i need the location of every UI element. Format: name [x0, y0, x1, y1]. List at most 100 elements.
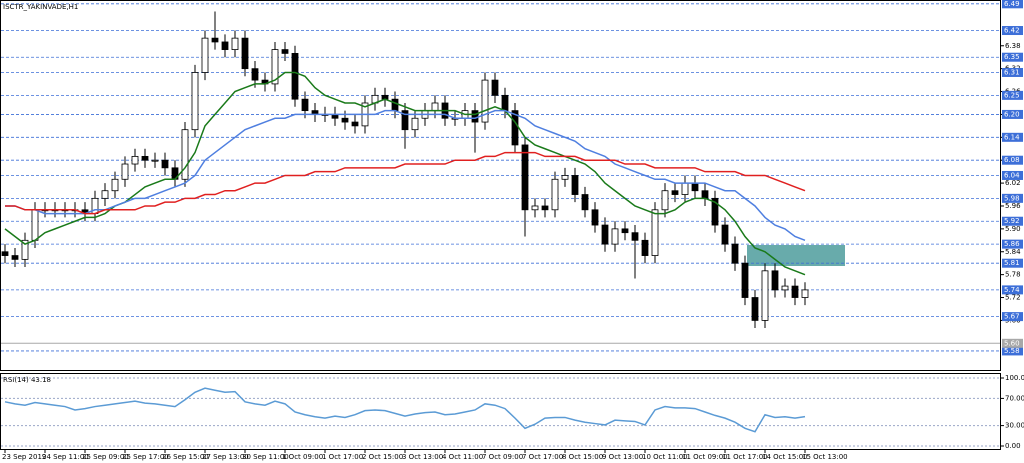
indicator-line: [5, 109, 806, 242]
candle-body: [351, 121, 359, 127]
y-tick-label: 5.72: [1005, 294, 1021, 302]
x-tick-label: 23 Sep 2019: [2, 453, 46, 461]
x-tick-label: 7 Oct 09:00: [482, 453, 523, 461]
rsi-panel-frame: [0, 373, 1001, 450]
x-tick-label: 11 Oct 17:00: [722, 453, 768, 461]
level-label: 6.04: [1004, 171, 1020, 179]
y-tick-label: 70.00: [1005, 394, 1024, 402]
x-tick-label: 25 Sep 17:00: [122, 453, 169, 461]
x-tick-label: 1 Oct 09:00: [282, 453, 323, 461]
candle-body: [651, 209, 659, 256]
candle-body: [291, 53, 299, 100]
level-tag: [1002, 109, 1023, 119]
candle-body: [531, 205, 539, 211]
x-tick-label: 4 Oct 11:00: [442, 453, 483, 461]
x-tick-label: 24 Sep 11:00: [42, 453, 89, 461]
candle-body: [751, 297, 759, 321]
level-tag: [1002, 0, 1023, 9]
candle-body: [31, 209, 39, 241]
candle-body: [641, 239, 649, 256]
level-tag: [1002, 155, 1023, 165]
candle-body: [711, 197, 719, 226]
candle-body: [121, 163, 129, 180]
level-tag: [1002, 193, 1023, 203]
indicator-line: [4, 387, 806, 433]
candle-body: [761, 270, 769, 321]
candle-body: [701, 190, 709, 199]
level-tag: [1002, 26, 1023, 36]
x-tick-label: 25 Sep 09:00: [82, 453, 129, 461]
y-tick-label: 0.00: [1005, 442, 1021, 450]
x-tick-label: 26 Sep 15:00: [162, 453, 209, 461]
x-tick-label: 27 Sep 13:00: [202, 453, 249, 461]
candle-body: [741, 262, 749, 298]
candle-body: [101, 190, 109, 199]
indicator-line: [4, 71, 806, 276]
x-tick-label: 10 Oct 11:00: [642, 453, 688, 461]
x-tick-label: 3 Oct 13:00: [402, 453, 443, 461]
candle-body: [771, 270, 779, 291]
candle-body: [431, 102, 439, 112]
candle-body: [181, 129, 189, 180]
candle-body: [211, 37, 219, 43]
y-tick-label: 100.00: [1005, 374, 1024, 382]
candle-body: [681, 182, 689, 195]
candle-body: [471, 110, 479, 123]
level-tag: [1002, 216, 1023, 226]
candle-body: [791, 285, 799, 298]
level-label: 6.20: [1004, 110, 1020, 118]
marker-tag: [1002, 338, 1023, 348]
level-label: 6.08: [1004, 156, 1020, 164]
candle-body: [561, 175, 569, 180]
candle-body: [501, 94, 509, 112]
candle-body: [781, 285, 789, 291]
x-tick-label: 9 Oct 13:00: [602, 453, 643, 461]
indicator-line: [5, 151, 806, 215]
x-tick-label: 7 Oct 17:00: [522, 453, 563, 461]
level-tag: [1002, 52, 1023, 62]
x-tick-label: 30 Sep 11:00: [242, 453, 289, 461]
level-label: 6.14: [1004, 133, 1020, 141]
candle-body: [151, 159, 159, 162]
candle-body: [141, 155, 149, 161]
candle-body: [601, 224, 609, 245]
level-label: 6.42: [1004, 27, 1020, 35]
level-label: 5.74: [1004, 286, 1020, 294]
level-tag: [1002, 258, 1023, 268]
candle-body: [301, 98, 309, 112]
level-tag: [1002, 312, 1023, 322]
candle-body: [21, 239, 29, 260]
level-label: 6.35: [1004, 53, 1020, 61]
candle-body: [251, 68, 259, 81]
candle-body: [491, 79, 499, 96]
chart-title: ISCTR_YAKINVADE,H1: [3, 3, 78, 11]
level-label: 5.67: [1004, 313, 1020, 321]
candle-body: [111, 178, 119, 192]
level-label: 5.98: [1004, 194, 1020, 202]
candle-body: [621, 228, 629, 234]
candle-body: [241, 37, 249, 70]
zone-rectangle: [747, 245, 845, 266]
candle-body: [571, 175, 579, 195]
candle-body: [201, 37, 209, 73]
candle-body: [541, 205, 549, 211]
x-tick-label: 2 Oct 15:00: [362, 453, 403, 461]
y-tick-label: 5.78: [1005, 271, 1021, 279]
candle-body: [691, 182, 699, 192]
y-tick-label: 5.84: [1005, 248, 1021, 256]
candle-body: [731, 243, 739, 264]
candle-body: [1, 251, 9, 256]
candle-body: [521, 144, 529, 211]
x-tick-label: 1 Oct 17:00: [322, 453, 363, 461]
candle-body: [281, 49, 289, 54]
level-tag: [1002, 67, 1023, 77]
level-label: 5.92: [1004, 217, 1020, 225]
level-label: 5.86: [1004, 240, 1020, 248]
candle-body: [271, 49, 279, 85]
level-label: 6.49: [1004, 0, 1020, 8]
candle-body: [581, 194, 589, 211]
candle-body: [401, 110, 409, 131]
candle-body: [591, 209, 599, 226]
